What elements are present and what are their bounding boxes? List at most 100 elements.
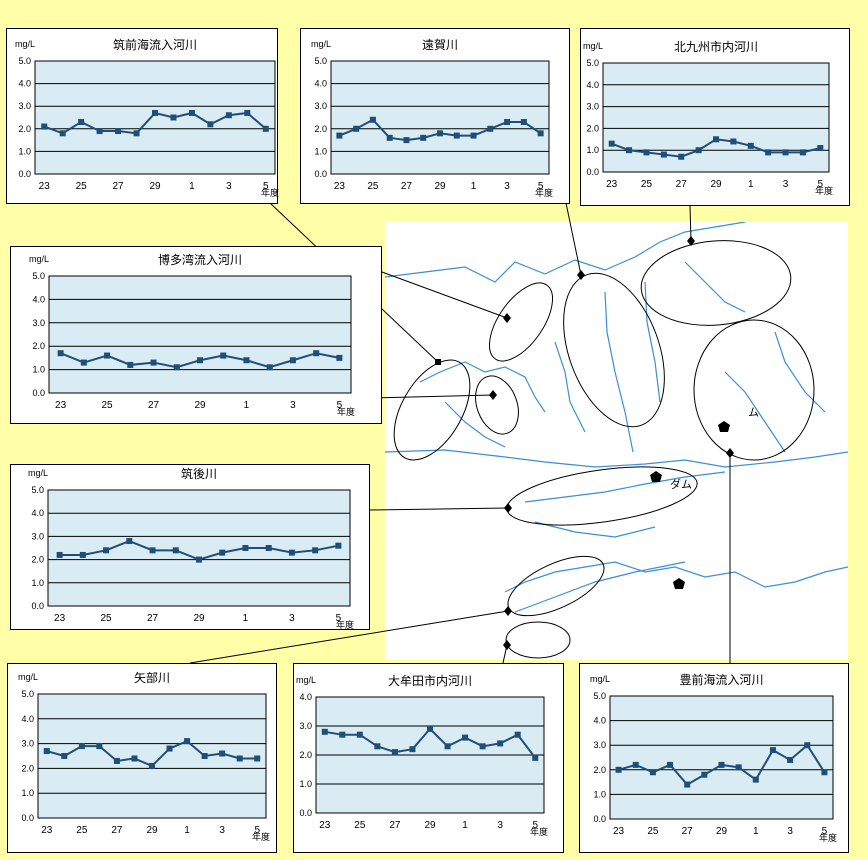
data-point: [131, 755, 138, 762]
x-tick-label: 23: [41, 825, 53, 836]
data-point: [453, 132, 460, 139]
y-tick-label: 1.0: [299, 779, 312, 789]
y-tick-label: 0.0: [586, 167, 599, 177]
data-point: [170, 114, 177, 121]
y-tick-label: 1.0: [593, 789, 606, 799]
data-point: [713, 136, 719, 143]
data-point: [197, 357, 203, 364]
x-axis-suffix: 年度: [336, 619, 354, 630]
coastline-south: [504, 561, 849, 593]
data-point: [266, 364, 273, 371]
data-point: [787, 756, 794, 763]
x-tick-label: 3: [783, 179, 789, 190]
y-tick-label: 3.0: [32, 318, 45, 328]
data-point: [487, 125, 494, 132]
data-point: [678, 153, 685, 160]
chart-panel-buzen: 0.0 1.0 2.0 3.0 4.0 5.0 23 25 27 29 1 3 5 豊前海流入河川 mg/L…: [579, 663, 849, 853]
river-misc-3: [534, 521, 656, 538]
y-tick-label: 1.0: [32, 365, 45, 375]
chart-title: 筑前海流入河川: [113, 37, 197, 52]
x-tick-label: 3: [504, 181, 510, 192]
data-point: [172, 547, 179, 554]
data-point: [356, 731, 363, 738]
data-point: [660, 151, 667, 158]
x-tick-label: 29: [149, 181, 161, 192]
chart-hakata: 0.0 1.0 2.0 3.0 4.0 5.0 23 25 27 29 1 3 5 博多湾流入河川 mg/L…: [29, 252, 355, 417]
data-point: [335, 542, 342, 549]
map-rivers: [384, 221, 849, 613]
x-tick-label: 29: [710, 179, 722, 190]
x-axis-suffix: 年度: [337, 406, 355, 417]
chart-title: 博多湾流入河川: [158, 252, 242, 267]
x-tick-label: 27: [111, 825, 123, 836]
x-axis-suffix: 年度: [261, 187, 279, 198]
y-tick-label: 3.0: [593, 740, 606, 750]
data-point: [409, 746, 416, 753]
data-point: [150, 359, 157, 366]
y-axis-unit: mg/L: [28, 468, 48, 478]
data-point: [479, 743, 486, 750]
data-point: [497, 740, 504, 747]
data-point: [321, 728, 328, 735]
data-point: [225, 112, 232, 119]
data-point: [207, 121, 214, 128]
data-point: [799, 149, 806, 156]
chart-title: 大牟田市内河川: [388, 673, 472, 688]
data-point: [59, 130, 66, 137]
y-tick-label: 1.0: [31, 578, 44, 588]
x-tick-label: 25: [641, 179, 653, 190]
x-tick-label: 1: [244, 400, 250, 411]
y-tick-label: 1.0: [21, 788, 34, 798]
data-point: [152, 109, 158, 116]
x-tick-label: 25: [354, 820, 366, 831]
x-tick-label: 5: [336, 613, 342, 624]
x-tick-label: 3: [226, 181, 232, 192]
data-point: [265, 545, 272, 551]
chart-panel-onga: 0.0 1.0 2.0 3.0 4.0 5.0 23 25 27 29 1 3 5 遠賀川 mg/L 年度: [300, 28, 570, 204]
y-tick-label: 0.0: [299, 808, 312, 818]
data-point: [127, 361, 134, 368]
y-axis-unit: mg/L: [296, 675, 316, 685]
x-tick-label: 5: [337, 400, 343, 411]
y-tick-label: 4.0: [18, 79, 31, 89]
y-tick-label: 5.0: [18, 56, 31, 66]
data-point: [254, 755, 261, 762]
data-point: [504, 119, 511, 126]
x-tick-label: 1: [753, 826, 759, 837]
x-tick-label: 23: [606, 179, 618, 190]
y-tick-label: 0.0: [32, 388, 45, 398]
plot-area: [330, 60, 550, 175]
x-tick-label: 5: [263, 181, 269, 192]
data-point: [243, 357, 250, 364]
x-tick-label: 1: [189, 181, 195, 192]
data-point: [196, 556, 202, 563]
x-tick-label: 5: [538, 181, 544, 192]
x-tick-label: 25: [76, 825, 88, 836]
coastline-west: [419, 361, 546, 413]
data-point: [747, 142, 754, 149]
plot-area: [609, 695, 834, 820]
y-tick-label: 2.0: [21, 763, 34, 773]
data-point: [262, 125, 269, 132]
y-tick-label: 0.0: [593, 814, 606, 824]
x-tick-label: 1: [748, 179, 754, 190]
data-point: [201, 753, 208, 759]
x-axis-suffix: 年度: [815, 185, 833, 196]
data-point: [735, 764, 742, 771]
x-tick-label: 1: [471, 181, 477, 192]
y-tick-label: 4.0: [31, 508, 44, 518]
y-axis-unit: mg/L: [29, 254, 49, 264]
data-point: [242, 545, 249, 551]
data-point: [115, 128, 122, 135]
y-tick-label: 0.0: [314, 169, 327, 179]
x-tick-label: 29: [424, 820, 436, 831]
x-tick-label: 23: [54, 613, 66, 624]
data-point: [369, 116, 376, 123]
data-point: [695, 147, 702, 154]
y-tick-label: 4.0: [593, 716, 606, 726]
data-point: [420, 134, 427, 141]
data-point: [537, 130, 544, 137]
data-point: [78, 743, 85, 750]
data-point: [219, 750, 226, 757]
x-tick-label: 25: [647, 826, 659, 837]
